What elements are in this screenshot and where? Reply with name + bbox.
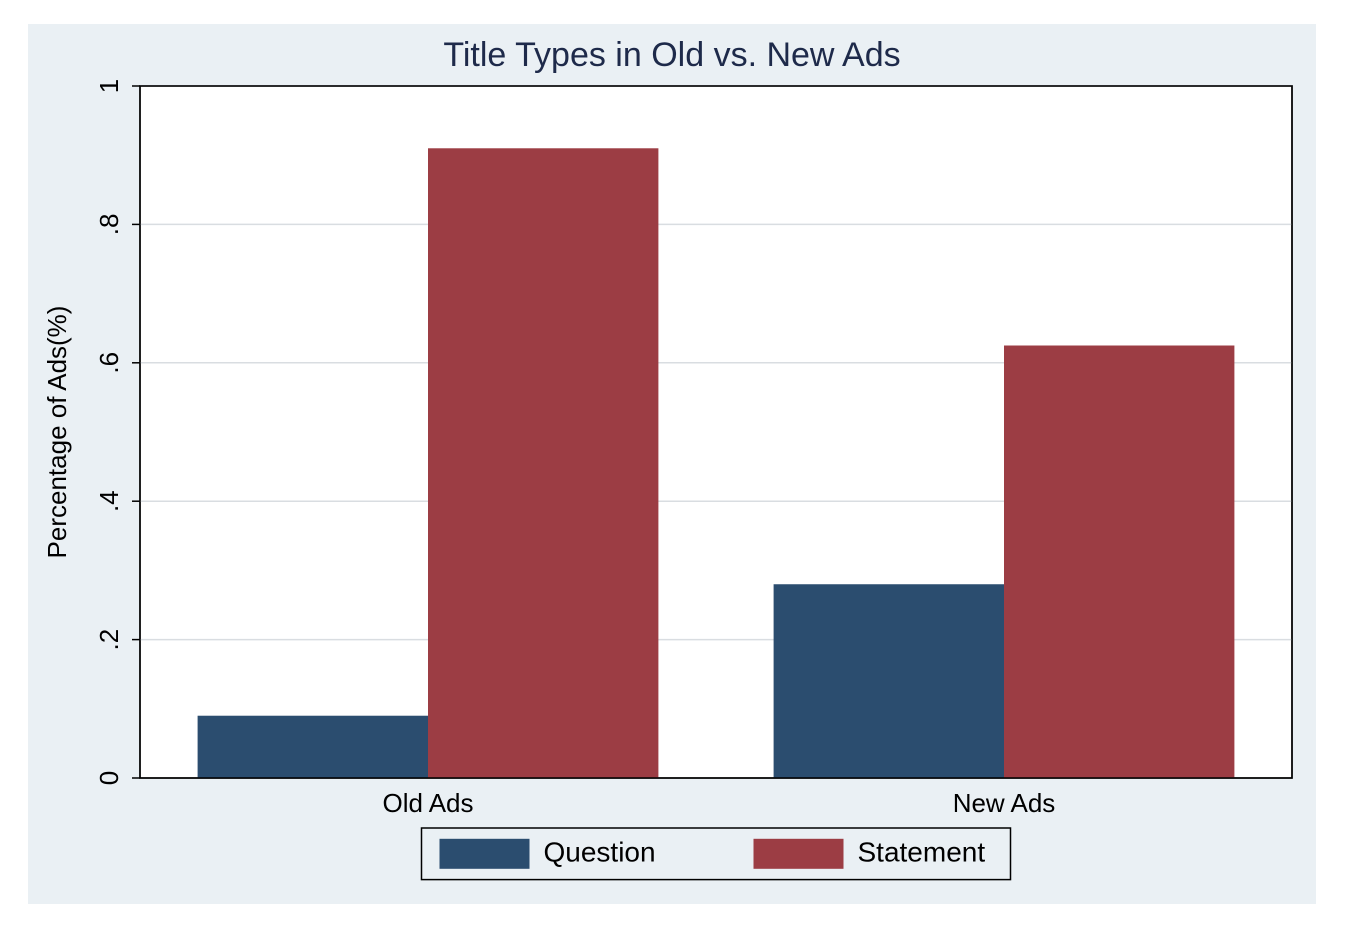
- legend-swatch: [754, 839, 844, 869]
- y-tick-label: .4: [94, 490, 124, 512]
- y-tick-label: .2: [94, 629, 124, 651]
- x-tick-label: New Ads: [953, 788, 1056, 818]
- chart-container: Title Types in Old vs. New Ads 0 .2 .4 .6 .8 1…: [0, 0, 1348, 938]
- bar: [774, 584, 1004, 778]
- legend-label: Statement: [858, 836, 986, 867]
- bar: [1004, 346, 1234, 779]
- chart-title: Title Types in Old vs. New Ads: [443, 36, 900, 74]
- y-tick-label: .6: [94, 352, 124, 374]
- y-tick-label: 1: [94, 79, 124, 93]
- bar: [198, 716, 428, 778]
- legend-swatch: [440, 839, 530, 869]
- bar-chart-svg: Title Types in Old vs. New Ads 0 .2 .4 .6 .8 1…: [0, 0, 1348, 938]
- y-axis-label: Percentage of Ads(%): [42, 306, 72, 559]
- y-tick-label: .8: [94, 214, 124, 236]
- x-tick-label: Old Ads: [382, 788, 473, 818]
- legend-label: Question: [544, 836, 656, 867]
- y-tick-label: 0: [94, 771, 124, 785]
- bar: [428, 148, 658, 778]
